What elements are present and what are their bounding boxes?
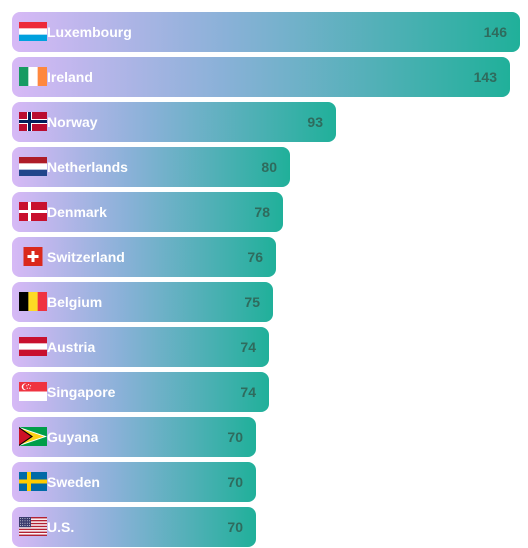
luxembourg-flag-icon	[19, 22, 47, 41]
category-label: U.S.	[47, 519, 75, 535]
category-label: Singapore	[47, 384, 116, 400]
category-label: Netherlands	[47, 159, 128, 175]
us-flag-icon	[19, 517, 47, 536]
category-label: Luxembourg	[47, 24, 132, 40]
guyana-flag-icon	[19, 427, 47, 446]
austria-flag-icon	[19, 337, 47, 356]
value-label: 143	[473, 69, 497, 85]
netherlands-flag-icon	[19, 157, 47, 176]
value-label: 70	[227, 519, 243, 535]
bar-denmark: Denmark 78	[12, 192, 283, 232]
value-label: 70	[227, 474, 243, 490]
belgium-flag-icon	[19, 292, 47, 311]
denmark-flag-icon	[19, 202, 47, 221]
switzerland-flag-icon	[23, 247, 43, 266]
value-label: 76	[247, 249, 263, 265]
value-label: 70	[227, 429, 243, 445]
bar-u-s: U.S. 70	[12, 507, 256, 547]
category-label: Switzerland	[47, 249, 125, 265]
value-label: 93	[307, 114, 323, 130]
category-label: Norway	[47, 114, 98, 130]
bar-netherlands: Netherlands 80	[12, 147, 290, 187]
sweden-flag-icon	[19, 472, 47, 491]
bar-singapore: Singapore 74	[12, 372, 269, 412]
singapore-flag-icon	[19, 382, 47, 401]
value-label: 80	[261, 159, 277, 175]
category-label: Belgium	[47, 294, 103, 310]
bar-austria: Austria 74	[12, 327, 269, 367]
value-label: 74	[240, 384, 256, 400]
category-label: Sweden	[47, 474, 100, 490]
category-label: Guyana	[47, 429, 99, 445]
bar-luxembourg: Luxembourg 146	[12, 12, 520, 52]
bar-norway: Norway 93	[12, 102, 336, 142]
bar-belgium: Belgium 75	[12, 282, 273, 322]
bar-guyana: Guyana 70	[12, 417, 256, 457]
category-label: Austria	[47, 339, 96, 355]
bar-switzerland: Switzerland 76	[12, 237, 276, 277]
bar-sweden: Sweden 70	[12, 462, 256, 502]
category-label: Ireland	[47, 69, 93, 85]
norway-flag-icon	[19, 112, 47, 131]
category-label: Denmark	[47, 204, 107, 220]
value-label: 146	[483, 24, 507, 40]
ireland-flag-icon	[19, 67, 47, 86]
value-label: 74	[240, 339, 256, 355]
value-label: 78	[254, 204, 270, 220]
value-label: 75	[244, 294, 260, 310]
bar-ireland: Ireland 143	[12, 57, 510, 97]
